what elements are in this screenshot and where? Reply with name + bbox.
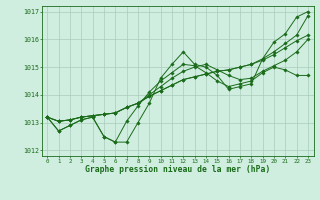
X-axis label: Graphe pression niveau de la mer (hPa): Graphe pression niveau de la mer (hPa) <box>85 165 270 174</box>
